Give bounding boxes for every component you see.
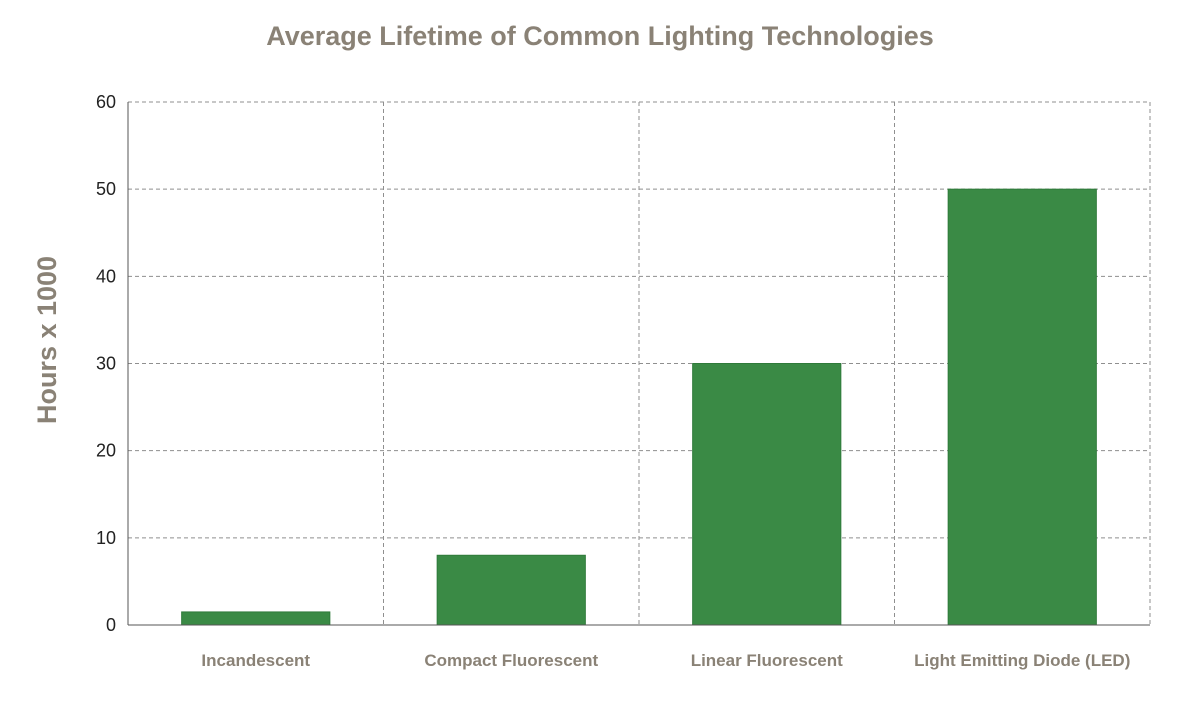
x-tick-labels: Incandescent Compact Fluorescent Linear Fl… — [201, 651, 1130, 670]
axes — [127, 102, 1150, 626]
x-tick-label: Incandescent — [201, 651, 310, 670]
y-tick-labels: 0 10 20 30 40 50 60 — [96, 92, 116, 635]
bars — [181, 188, 1097, 626]
bar-linear-fluorescent — [692, 363, 842, 626]
bar-incandescent — [181, 611, 331, 626]
bar-light-emitting-diode-led — [947, 188, 1097, 626]
x-tick-label: Light Emitting Diode (LED) — [914, 651, 1130, 670]
y-tick-label: 50 — [96, 179, 116, 199]
grid-lines — [128, 101, 1151, 625]
y-axis-label: Hours x 1000 — [32, 256, 62, 424]
bar-compact-fluorescent — [436, 554, 586, 626]
x-tick-label: Compact Fluorescent — [424, 651, 598, 670]
y-tick-label: 60 — [96, 92, 116, 112]
y-tick-label: 30 — [96, 354, 116, 374]
y-tick-label: 0 — [106, 615, 116, 635]
y-tick-label: 20 — [96, 441, 116, 461]
y-tick-label: 40 — [96, 266, 116, 286]
y-tick-label: 10 — [96, 528, 116, 548]
chart-title: Average Lifetime of Common Lighting Tech… — [266, 21, 934, 51]
x-tick-label: Linear Fluorescent — [691, 651, 843, 670]
